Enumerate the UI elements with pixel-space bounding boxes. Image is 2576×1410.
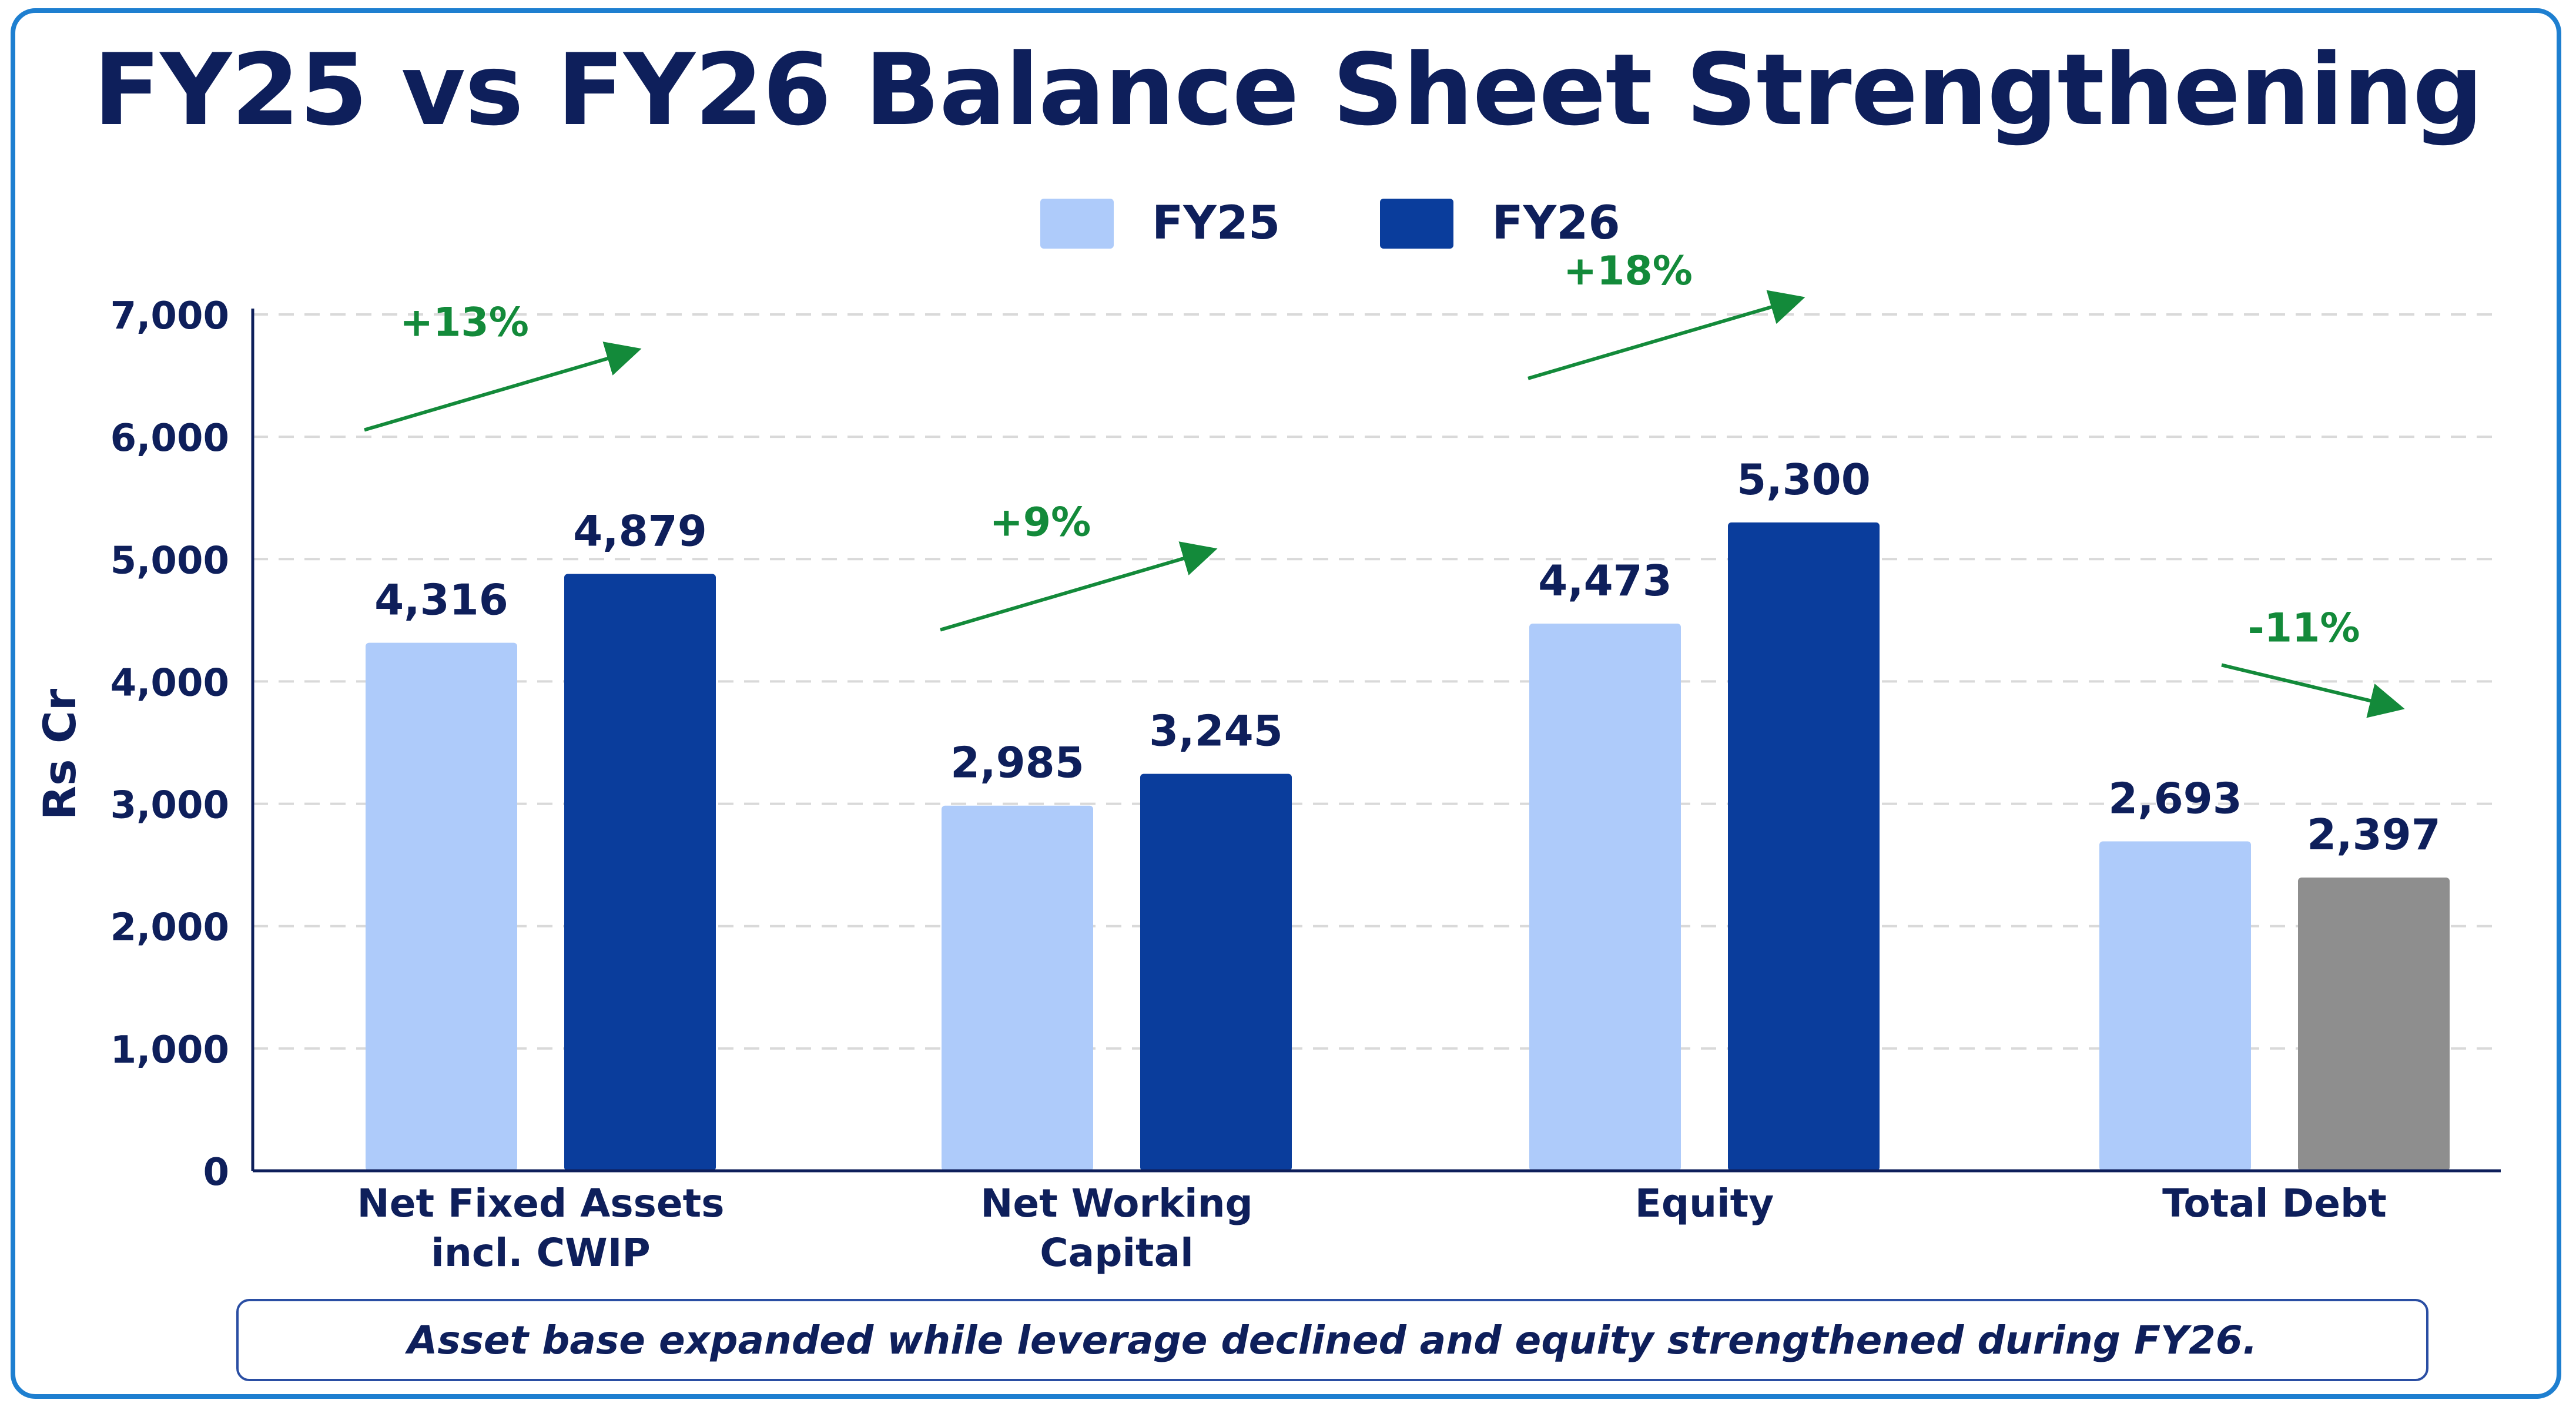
y-tick-label: 4,000	[110, 661, 229, 705]
growth-label: -11%	[2248, 605, 2360, 651]
chart-legend: FY25 FY26	[1040, 194, 1720, 253]
y-tick-label: 2,000	[110, 906, 229, 950]
data-label: 4,879	[573, 506, 707, 555]
bar-fy25-2	[1529, 623, 1681, 1171]
bar-fy25-0	[366, 642, 517, 1171]
legend-item-fy26: FY26	[1380, 197, 1620, 250]
caption-box: Asset base expanded while leverage decli…	[236, 1299, 2428, 1381]
legend-swatch-fy26	[1380, 198, 1454, 249]
caption-text: Asset base expanded while leverage decli…	[407, 1317, 2257, 1363]
x-tick-label: Total Debt	[2162, 1181, 2387, 1226]
growth-label: +13%	[400, 299, 529, 346]
bar-fy26-2	[1728, 522, 1880, 1171]
growth-arrow	[2221, 663, 2405, 718]
y-axis-title: Rs Cr	[34, 688, 86, 820]
bar-fy25-3	[2099, 841, 2251, 1171]
data-label: 4,473	[1538, 556, 1672, 605]
data-label: 4,316	[374, 575, 508, 625]
y-tick-label: 3,000	[110, 784, 229, 828]
y-tick-label: 6,000	[110, 417, 229, 460]
bar-fy25-1	[942, 805, 1093, 1171]
data-label: 3,245	[1149, 706, 1283, 756]
growth-arrow	[364, 341, 642, 432]
x-tick-label: Net Working	[980, 1181, 1253, 1226]
y-tick-label: 0	[203, 1151, 229, 1194]
growth-arrow	[940, 541, 1218, 632]
y-tick-label: 5,000	[110, 539, 229, 582]
x-tick-label: Capital	[1040, 1230, 1194, 1275]
y-tick-label: 1,000	[110, 1029, 229, 1072]
bar-fy26-3	[2298, 878, 2450, 1171]
x-tick-label: Equity	[1635, 1181, 1774, 1226]
data-label: 2,397	[2307, 810, 2441, 859]
chart-title: FY25 vs FY26 Balance Sheet Strengthening	[93, 32, 2484, 148]
x-tick-label: Net Fixed Assets	[357, 1181, 724, 1226]
bar-fy26-1	[1140, 773, 1292, 1171]
legend-swatch-fy25	[1040, 198, 1114, 249]
legend-item-fy25: FY25	[1040, 197, 1280, 250]
y-tick-label: 7,000	[110, 294, 229, 338]
legend-label-fy26: FY26	[1492, 197, 1620, 250]
x-tick-label: incl. CWIP	[431, 1230, 651, 1275]
data-label: 2,985	[950, 738, 1084, 788]
legend-label-fy25: FY25	[1152, 197, 1281, 250]
growth-arrow	[1527, 290, 1805, 380]
data-label: 2,693	[2108, 773, 2242, 823]
bar-fy26-0	[564, 574, 716, 1171]
growth-label: +18%	[1563, 248, 1693, 294]
data-label: 5,300	[1737, 455, 1871, 504]
growth-label: +9%	[990, 500, 1091, 546]
